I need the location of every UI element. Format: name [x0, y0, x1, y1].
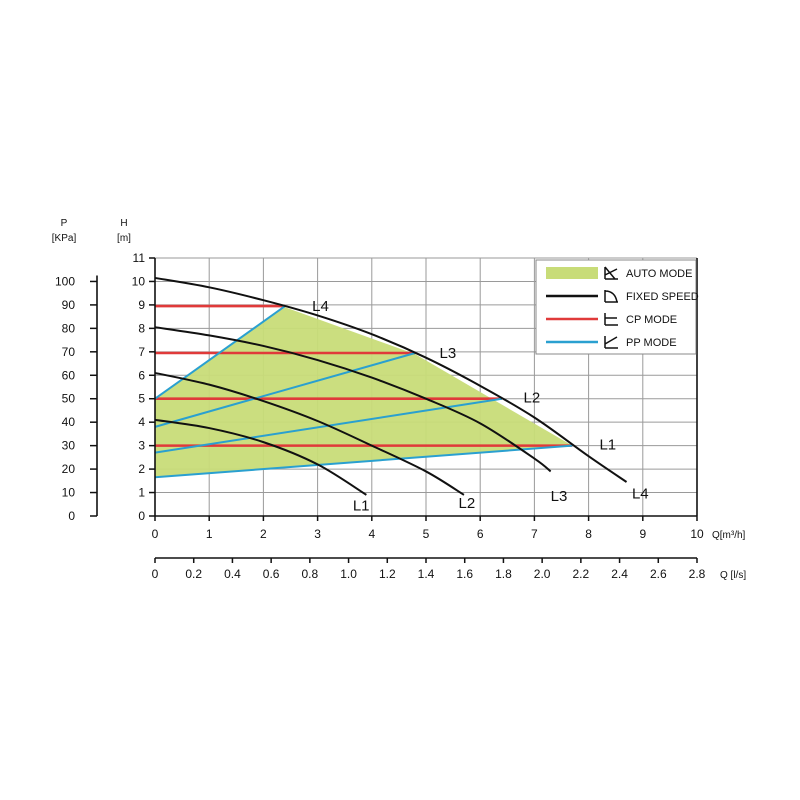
head-tick-label: 2 — [138, 462, 145, 476]
flow-m3h-tick-label: 9 — [639, 527, 646, 541]
legend-label: AUTO MODE — [626, 268, 692, 280]
flow-ls-tick-label: 2.4 — [611, 567, 628, 581]
pressure-tick-label: 100 — [55, 274, 75, 288]
fixed-speed-curve-l2 — [154, 371, 465, 496]
curve-label-l3: L3 — [440, 345, 457, 362]
fixed-speed-icon — [604, 290, 618, 303]
pressure-axis-unit: [KPa] — [52, 233, 77, 244]
head-tick-label: 10 — [132, 274, 146, 288]
head-tick-label: 7 — [138, 345, 145, 359]
pressure-tick-label: 60 — [62, 368, 76, 382]
flow-ls-tick-label: 2.8 — [689, 567, 706, 581]
pp-mode-line-l3 — [154, 352, 416, 428]
head-tick-label: 4 — [138, 415, 145, 429]
flow-m3h-tick-label: 10 — [690, 527, 704, 541]
legend-label: FIXED SPEED — [626, 291, 699, 303]
flow-m3h-tick-label: 6 — [477, 527, 484, 541]
pressure-tick-label: 30 — [62, 439, 76, 453]
head-tick-label: 3 — [138, 439, 145, 453]
series-lines — [154, 276, 628, 496]
pressure-tick-label: 10 — [62, 486, 76, 500]
head-axis-unit: [m] — [117, 233, 131, 244]
pressure-tick-label: 0 — [68, 509, 75, 523]
pressure-tick-label: 50 — [62, 392, 76, 406]
flow-ls-tick-label: 2.6 — [650, 567, 667, 581]
flow-m3h-tick-label: 3 — [314, 527, 321, 541]
pressure-tick-label: 20 — [62, 462, 76, 476]
flow-ls-tick-label: 0.6 — [263, 567, 280, 581]
flow-ls-tick-label: 0.4 — [224, 567, 241, 581]
flow-ls-tick-label: 1.2 — [379, 567, 396, 581]
curve-label-l2: L2 — [459, 495, 476, 512]
flow-ls-tick-label: 1.8 — [495, 567, 512, 581]
head-tick-label: 8 — [138, 321, 145, 335]
flow-ls-axis-label: Q [l/s] — [720, 570, 746, 581]
flow-ls-tick-label: 0.8 — [302, 567, 319, 581]
flow-m3h-axis-label: Q[m³/h] — [712, 530, 746, 541]
flow-m3h-tick-label: 7 — [531, 527, 538, 541]
legend: AUTO MODE FIXED SPEED CP MODE PP MODE — [535, 259, 699, 355]
curve-label-l2: L2 — [524, 390, 541, 407]
pressure-axis-label: P — [61, 218, 68, 229]
head-tick-label: 6 — [138, 368, 145, 382]
flow-m3h-tick-label: 8 — [585, 527, 592, 541]
fixed-speed-curve-l3 — [154, 326, 552, 473]
curve-label-l1: L1 — [353, 497, 370, 514]
flow-ls-tick-label: 2.2 — [573, 567, 590, 581]
pp-mode-icon — [604, 336, 618, 349]
flow-ls-tick-label: 1.6 — [456, 567, 473, 581]
legend-label: PP MODE — [626, 337, 677, 349]
axes: 01234567891011H[m]0102030405060708090100… — [52, 218, 747, 581]
auto-mode-icon — [604, 266, 618, 280]
legend-label: CP MODE — [626, 314, 677, 326]
curve-label-l4: L4 — [632, 486, 649, 503]
head-tick-label: 9 — [138, 298, 145, 312]
curve-labels: L1 L2 L3 L4 L1 L2 L3 L4 — [312, 298, 648, 514]
fixed-speed-curve-l1 — [154, 418, 367, 496]
curve-label-l1: L1 — [599, 436, 616, 453]
cp-mode-icon — [604, 313, 618, 326]
auto-mode-region — [155, 307, 573, 478]
pp-mode-line-l4 — [154, 305, 286, 400]
head-axis-label: H — [120, 218, 127, 229]
head-tick-label: 5 — [138, 392, 145, 406]
flow-ls-tick-label: 1.4 — [418, 567, 435, 581]
flow-m3h-tick-label: 2 — [260, 527, 267, 541]
flow-m3h-tick-label: 5 — [423, 527, 430, 541]
head-tick-label: 0 — [138, 509, 145, 523]
curve-label-l3: L3 — [551, 488, 568, 505]
head-tick-label: 11 — [133, 251, 146, 265]
legend-swatch-auto-mode — [546, 267, 598, 279]
pressure-tick-label: 40 — [62, 415, 76, 429]
flow-m3h-tick-label: 4 — [368, 527, 375, 541]
curve-label-l4: L4 — [312, 298, 329, 315]
flow-ls-tick-label: 0 — [152, 567, 159, 581]
pressure-tick-label: 90 — [62, 298, 76, 312]
flow-ls-tick-label: 1.0 — [340, 567, 357, 581]
pp-mode-line-l1 — [154, 444, 573, 479]
fixed-speed-curve-l4 — [154, 276, 628, 483]
pressure-tick-label: 70 — [62, 345, 76, 359]
auto-mode-area — [155, 307, 573, 478]
flow-ls-tick-label: 2.0 — [534, 567, 551, 581]
pressure-tick-label: 80 — [62, 321, 76, 335]
flow-m3h-tick-label: 1 — [206, 527, 213, 541]
flow-m3h-tick-label: 0 — [152, 527, 159, 541]
flow-ls-tick-label: 0.2 — [185, 567, 202, 581]
head-tick-label: 1 — [138, 486, 145, 500]
